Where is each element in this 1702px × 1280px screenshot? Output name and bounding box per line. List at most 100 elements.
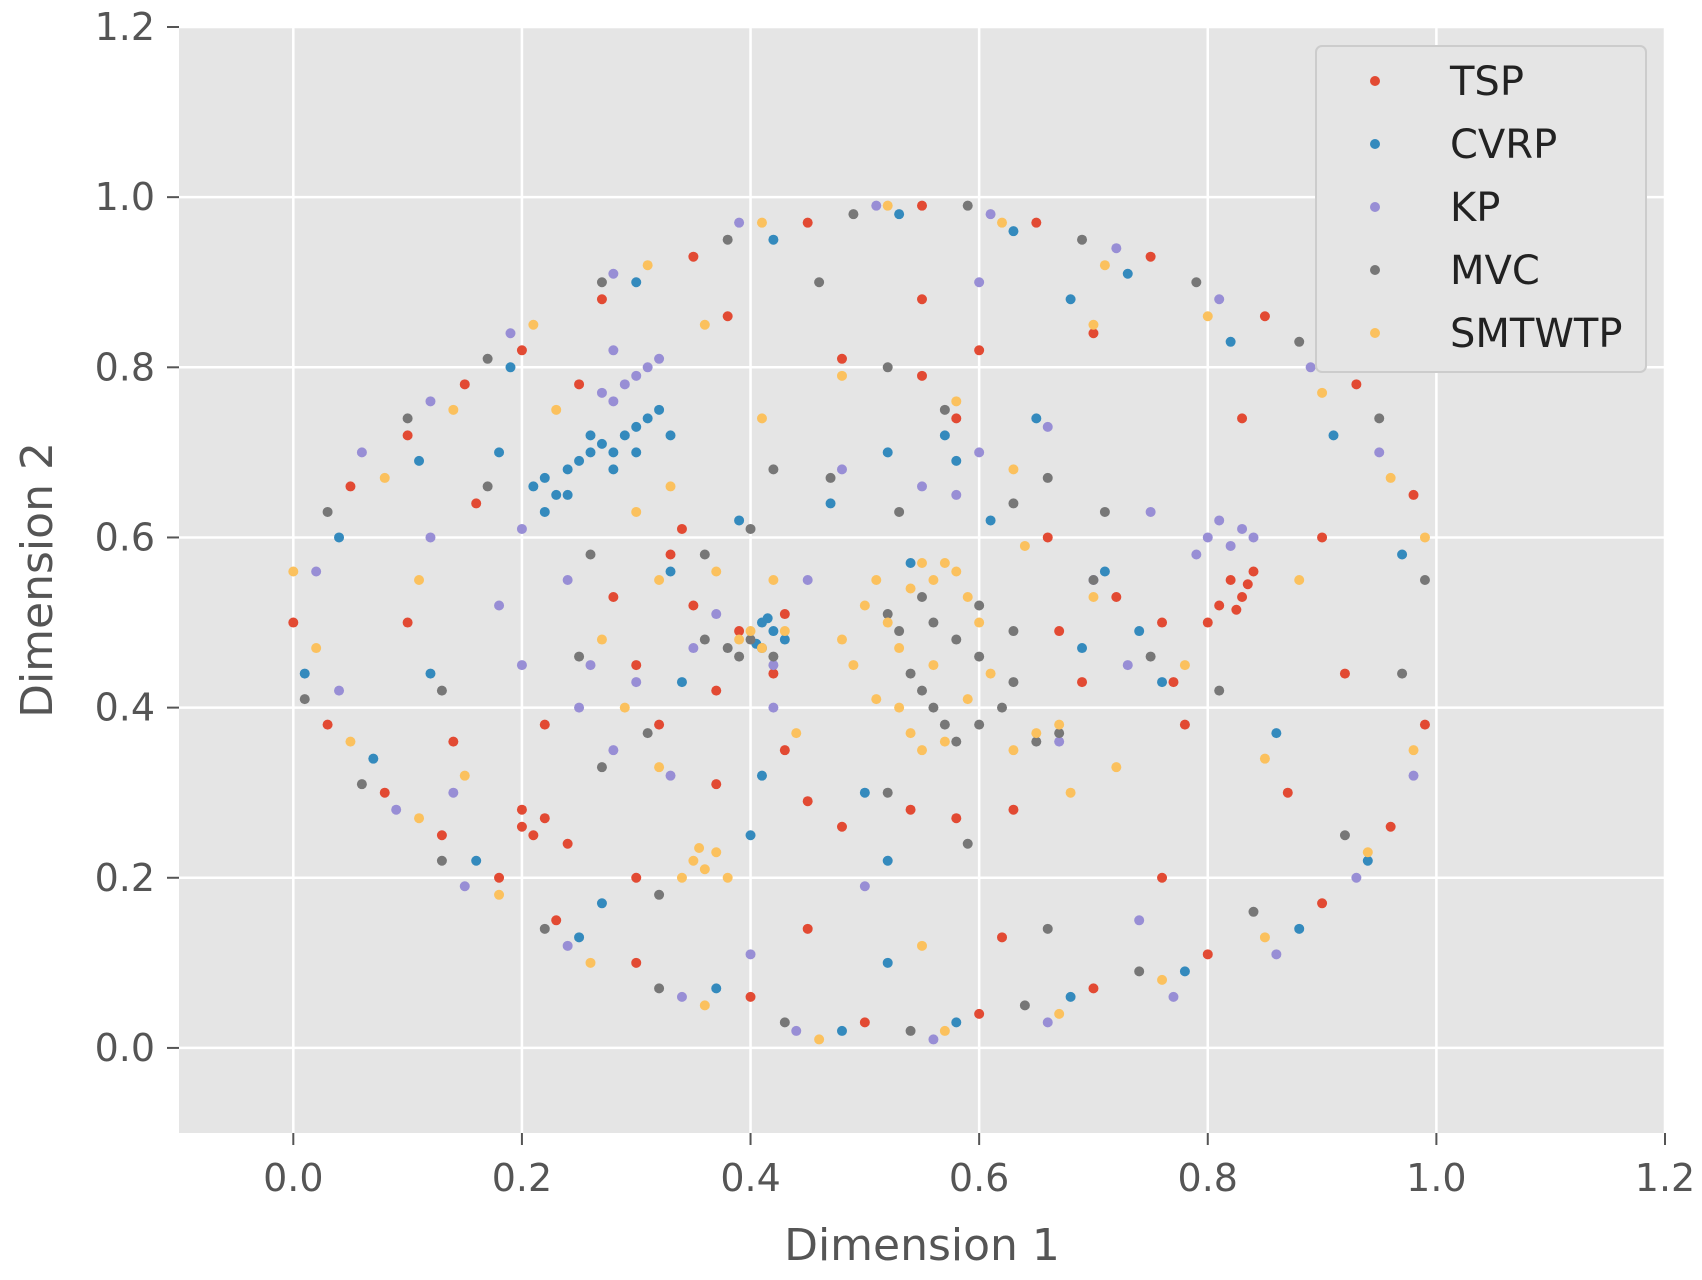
x-tick-label-3: 0.6 [949,1156,1009,1200]
point-smtwtp-48 [928,575,939,585]
point-smtwtp-46 [905,583,916,594]
point-cvrp-61 [985,515,996,526]
point-kp-52 [951,489,962,500]
point-mvc-5 [482,353,493,364]
point-mvc-47 [951,634,962,645]
point-tsp-5 [436,830,447,841]
point-tsp-67 [1077,677,1088,688]
point-cvrp-65 [1157,677,1168,688]
point-smtwtp-67 [779,626,790,637]
point-mvc-62 [894,506,905,517]
point-mvc-1 [322,506,333,517]
point-tsp-3 [379,787,390,798]
point-tsp-51 [539,813,550,824]
point-smtwtp-6 [494,889,505,900]
point-smtwtp-78 [1088,592,1099,603]
point-smtwtp-76 [1008,464,1019,475]
point-cvrp-55 [665,566,676,577]
point-kp-26 [608,345,619,356]
point-kp-11 [791,1025,802,1036]
point-kp-49 [802,575,813,585]
axis-ticks: 0.0 0.2 0.4 0.6 0.8 1.0 1.2 0.0 0.2 0.4 0.6 0.8 1.0 1… [95,5,1696,1200]
y-axis-label: Dimension 2 [12,442,63,718]
point-tsp-49 [1231,604,1242,615]
point-kp-30 [608,396,619,407]
point-smtwtp-36 [699,864,710,875]
point-cvrp-18 [1294,923,1305,934]
point-cvrp-44 [539,506,550,517]
point-kp-19 [1271,949,1282,960]
point-smtwtp-83 [619,702,630,713]
point-smtwtp-69 [654,575,665,585]
point-mvc-39 [917,685,927,696]
point-tsp-10 [596,294,607,305]
point-tsp-77 [836,353,847,364]
point-kp-2 [356,447,367,458]
point-smtwtp-1 [311,643,322,654]
point-tsp-14 [802,217,813,228]
point-mvc-34 [768,651,779,662]
point-mvc-26 [654,889,665,900]
point-cvrp-33 [585,447,596,458]
y-tick-label-4: 0.8 [95,345,155,389]
point-kp-13 [928,1034,939,1045]
x-tick-label-1: 0.2 [492,1156,552,1200]
point-cvrp-13 [1008,226,1019,237]
point-tsp-34 [722,311,733,322]
point-smtwtp-74 [836,370,847,381]
point-kp-4 [425,396,436,407]
point-cvrp-15 [1122,268,1133,279]
legend-label-kp: KP [1450,185,1500,231]
point-tsp-15 [859,1017,870,1028]
point-cvrp-60 [939,430,950,441]
point-tsp-38 [1088,328,1099,339]
point-smtwtp-28 [551,404,562,415]
point-mvc-38 [905,668,916,679]
point-cvrp-37 [631,421,642,432]
point-smtwtp-32 [1259,753,1270,764]
point-kp-40 [1237,523,1248,534]
point-cvrp-51 [859,787,870,798]
point-kp-22 [1374,447,1385,458]
point-cvrp-32 [574,455,585,466]
point-smtwtp-10 [699,1000,710,1011]
point-tsp-8 [516,345,527,356]
legend-label-smtwtp: SMTWTP [1450,311,1622,357]
point-tsp-69 [1157,617,1168,628]
point-cvrp-22 [425,668,436,679]
point-tsp-56 [734,626,745,637]
point-cvrp-30 [551,489,562,500]
point-kp-27 [745,949,756,960]
point-mvc-55 [574,651,585,662]
point-tsp-55 [688,600,699,611]
point-kp-59 [768,702,779,713]
point-tsp-42 [1317,532,1328,543]
point-mvc-31 [734,651,745,662]
point-kp-43 [516,660,527,671]
point-tsp-12 [688,251,699,262]
point-mvc-59 [745,523,756,534]
point-tsp-63 [905,804,916,815]
point-mvc-43 [974,719,985,730]
point-kp-1 [334,685,345,696]
point-tsp-17 [974,1008,985,1019]
point-smtwtp-9 [642,260,653,271]
point-cvrp-0 [299,668,310,679]
point-mvc-20 [1339,830,1350,841]
point-mvc-0 [299,694,310,705]
point-kp-34 [596,387,607,398]
point-mvc-17 [1191,277,1202,288]
point-smtwtp-25 [1419,532,1430,543]
point-smtwtp-16 [1054,1008,1065,1019]
point-kp-12 [871,200,882,211]
point-smtwtp-51 [962,592,973,603]
point-tsp-62 [836,821,847,832]
point-tsp-58 [768,668,779,679]
point-mvc-9 [722,234,733,245]
point-kp-36 [1191,549,1202,560]
point-smtwtp-47 [917,557,927,568]
point-mvc-53 [1054,728,1065,739]
point-smtwtp-0 [288,566,299,577]
point-tsp-59 [711,779,722,790]
point-kp-0 [311,566,322,577]
